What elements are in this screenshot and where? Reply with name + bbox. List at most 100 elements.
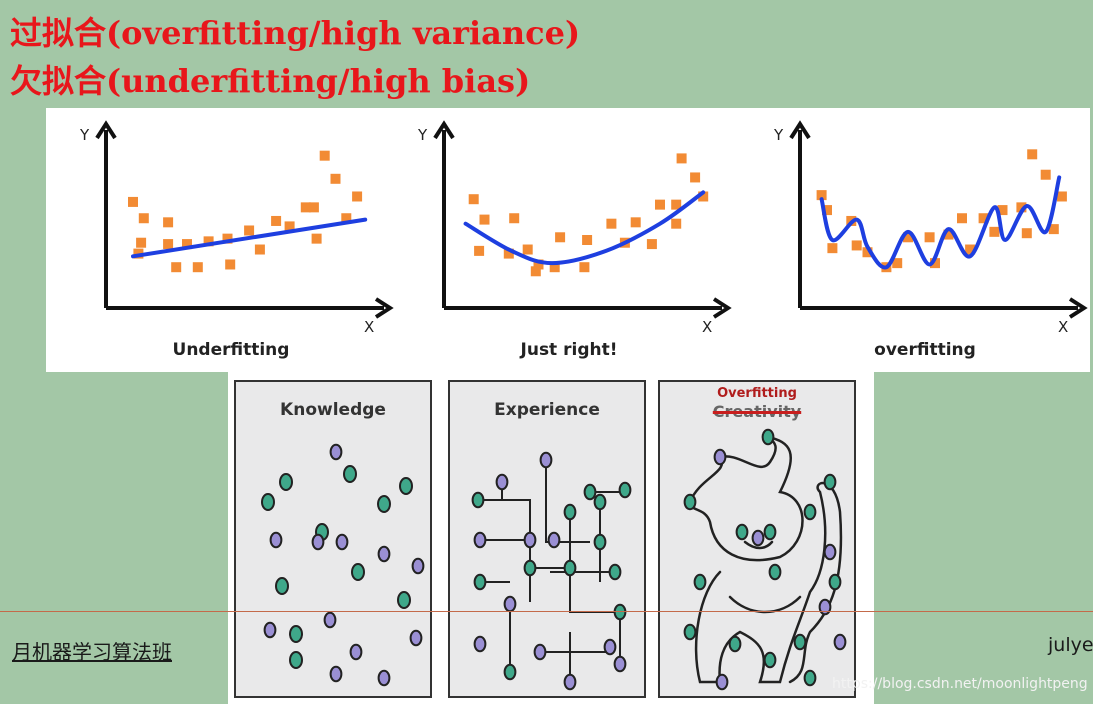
data-point [509,213,520,224]
data-point [128,196,138,207]
network-link [569,512,620,613]
data-point [822,205,832,216]
x-axis-label: X [1058,318,1068,336]
dot [263,621,277,639]
dot [533,643,547,661]
x-axis-label: X [364,318,374,336]
dot [613,603,627,621]
data-point [555,232,566,243]
dot [399,477,413,495]
data-point [474,245,485,256]
dot [275,577,289,595]
dot [563,559,577,577]
dot [751,529,765,547]
cat-outline [728,595,802,614]
y-axis-arrow [433,120,455,140]
y-axis-label: Y [773,126,784,144]
y-axis-arrow [95,120,117,140]
data-point [978,213,989,224]
data-point [943,229,954,240]
dot [539,451,553,469]
data-point [690,172,701,183]
data-point [851,240,862,251]
dot [833,633,847,651]
dot [349,643,363,661]
data-point [479,214,490,225]
y-axis-label: Y [79,126,90,144]
chart-underfitting-plot: YX [79,120,394,336]
x-axis-arrow [1068,297,1088,319]
data-point [1048,224,1059,235]
data-point [997,205,1008,216]
footer-course-link[interactable]: 月机器学习算法班 [12,640,172,664]
data-point [533,259,544,270]
dot [495,473,509,491]
dot [473,635,487,653]
dot [763,651,777,669]
data-point [582,235,593,245]
dot [563,673,577,691]
dot [683,493,697,511]
data-point [965,244,976,255]
dot [728,635,742,653]
dot [715,673,729,691]
knowledge-dots [261,443,425,687]
dot [823,543,837,561]
y-axis-arrow [789,120,811,140]
data-point [698,191,709,202]
data-point [171,262,182,273]
data-point [671,218,682,229]
data-point [1021,228,1032,239]
data-point [1016,202,1027,213]
cat-outline [688,435,804,562]
fit-curve [463,190,706,266]
data-point [671,199,682,210]
dot [523,531,537,549]
dot [735,523,749,541]
data-point [341,213,352,224]
data-point [862,247,873,258]
dot [818,598,832,616]
data-point [1027,149,1038,160]
dot [473,573,487,591]
dot [761,428,775,446]
comic-title-creativity-struck: Creativity [712,402,802,421]
dot [397,591,411,609]
comic-title-experience: Experience [494,400,600,420]
experience-network [471,451,632,691]
data-point [579,262,590,273]
data-point [989,226,1000,237]
dot [409,629,423,647]
dot [377,495,391,513]
x-axis-arrow [374,297,394,319]
data-point [903,232,913,243]
data-point [271,215,282,226]
data-point [163,217,174,228]
dot [523,559,537,577]
dot [603,638,617,656]
data-point [225,259,236,270]
chart-overfitting-plot: YX [773,120,1088,336]
comic-title-knowledge: Knowledge [280,400,386,420]
dot [593,493,607,511]
dot [323,611,337,629]
dot [618,481,632,499]
dot [583,483,597,501]
dot [335,533,349,551]
data-point [468,194,479,205]
data-point [530,266,541,277]
dot [343,465,357,483]
dot [768,563,782,581]
footer-brand: julye [1048,634,1093,656]
chart-just-right-caption: Just right! [520,340,618,360]
chart-overfitting-caption: overfitting [874,340,976,360]
data-point [924,232,935,243]
footer-divider [0,611,1093,612]
data-point [655,199,665,210]
dot [377,545,391,563]
dot [828,573,842,591]
title-overfitting: 过拟合(overfitting/high variance) [10,14,581,52]
data-point [330,173,341,184]
dot [803,669,817,687]
